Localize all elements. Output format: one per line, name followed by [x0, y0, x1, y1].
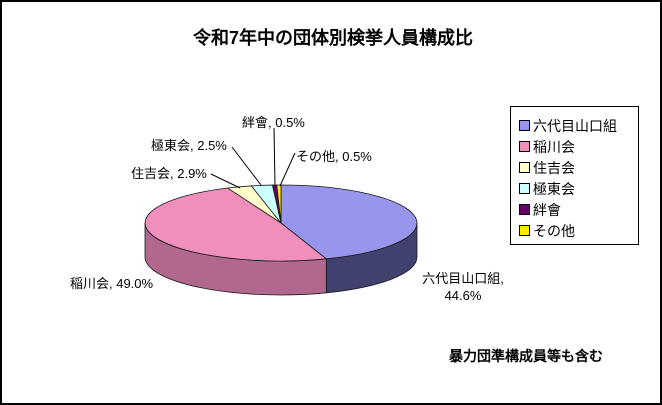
legend-box: 六代目山口組 稲川会 住吉会 極東会 絆會 その他	[510, 106, 639, 245]
legend-item-kyokuto: 極東会	[519, 178, 638, 199]
footnote-text: 暴力団準構成員等も含む	[449, 348, 603, 364]
pie-slice-0	[280, 184, 418, 260]
slice-label-yamaguchi: 六代目山口組, 44.6%	[410, 270, 516, 304]
slice-label-kyokuto: 極東会, 2.5%	[151, 138, 227, 153]
legend-item-sonota: その他	[519, 220, 638, 241]
chart-title: 令和7年中の団体別検挙人員構成比	[192, 28, 473, 48]
legend-item-yamaguchi: 六代目山口組	[519, 115, 638, 136]
legend-label: 極東会	[533, 180, 575, 197]
pie-tops	[144, 184, 418, 262]
leader-line-sumiyoshi	[210, 173, 241, 189]
legend-swatch-sonota	[519, 225, 530, 236]
legend-item-sumiyoshi: 住吉会	[519, 157, 638, 178]
legend-item-kizuna: 絆會	[519, 199, 638, 220]
slice-label-kizuna: 絆會, 0.5%	[242, 115, 305, 130]
legend-label: 六代目山口組	[533, 117, 617, 134]
leader-line-kizuna	[273, 127, 276, 187]
legend-label: その他	[533, 222, 575, 239]
legend-label: 住吉会	[533, 159, 575, 176]
slice-label-sumiyoshi: 住吉会, 2.9%	[131, 166, 207, 181]
slice-label-sonota: その他, 0.5%	[296, 149, 372, 164]
legend-swatch-yamaguchi	[519, 120, 530, 131]
legend-label: 稲川会	[533, 138, 575, 155]
slice-label-yamaguchi-name: 六代目山口組,	[422, 271, 504, 286]
leader-lines	[210, 127, 296, 189]
legend-swatch-inagawa	[519, 141, 530, 152]
legend-label: 絆會	[533, 201, 561, 218]
legend-swatch-kyokuto	[519, 183, 530, 194]
legend-item-inagawa: 稲川会	[519, 136, 638, 157]
slice-label-yamaguchi-value: 44.6%	[444, 288, 482, 303]
slice-label-inagawa: 稲川会, 49.0%	[70, 276, 154, 291]
leader-line-sonota	[279, 152, 296, 187]
leader-line-kyokuto	[231, 146, 262, 186]
legend-swatch-kizuna	[519, 204, 530, 215]
legend-swatch-sumiyoshi	[519, 162, 530, 173]
pie-slice-1	[144, 187, 327, 262]
